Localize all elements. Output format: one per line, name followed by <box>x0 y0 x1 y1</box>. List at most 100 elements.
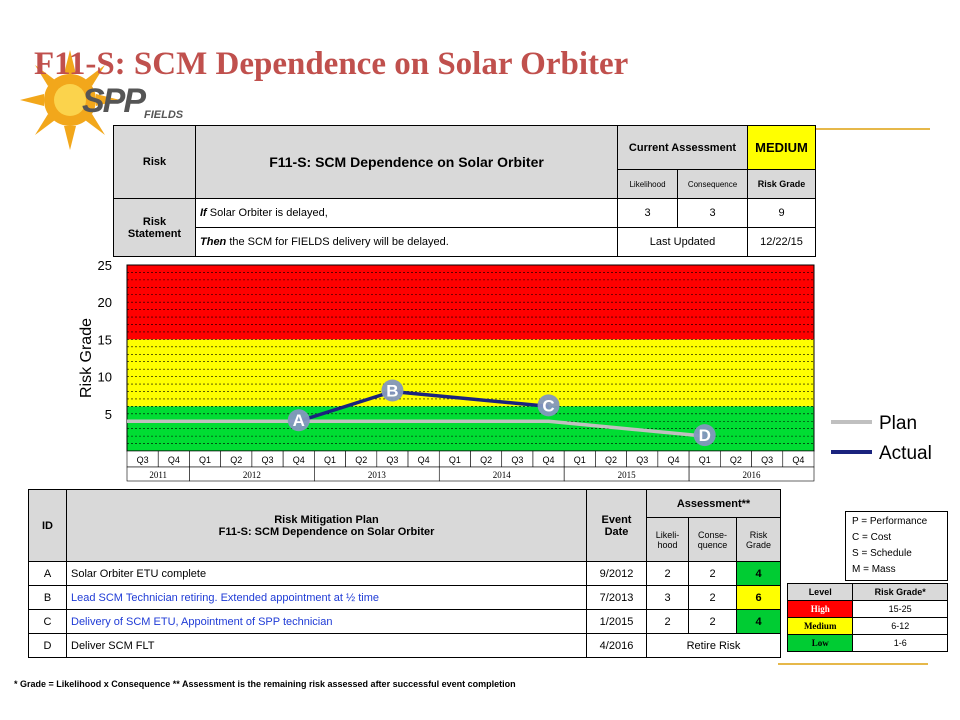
x-tick-label: Q3 <box>262 455 274 465</box>
marker-label: A <box>293 411 305 430</box>
x-tick-label: Q2 <box>230 455 242 465</box>
risk-band <box>127 339 814 407</box>
risk-statement-label: Risk Statement <box>113 198 196 257</box>
x-tick-label: Q4 <box>667 455 679 465</box>
table-row: D Deliver SCM FLT 4/2016 Retire Risk <box>28 633 781 658</box>
row-date: 7/2013 <box>586 585 647 610</box>
row-grade: 6 <box>736 585 781 610</box>
x-tick-label: Q1 <box>199 455 211 465</box>
col-assessment: Assessment** <box>646 489 781 518</box>
legend-label: Plan <box>879 413 917 434</box>
x-tick-label: Q4 <box>168 455 180 465</box>
table-row: C Delivery of SCM ETU, Appointment of SP… <box>28 609 781 634</box>
table-row: A Solar Orbiter ETU complete 9/2012 2 2 … <box>28 561 781 586</box>
row-id: A <box>28 561 67 586</box>
marker-a <box>287 409 310 432</box>
x-tick-label: Q3 <box>636 455 648 465</box>
y-tick-label: 10 <box>98 370 112 385</box>
row-id: B <box>28 585 67 610</box>
range-low: 1-6 <box>852 634 948 652</box>
if-keyword: If <box>200 207 207 219</box>
year-label: 2012 <box>243 470 261 480</box>
year-label: 2016 <box>743 470 762 480</box>
x-tick-label: Q1 <box>324 455 336 465</box>
footer-divider-line <box>778 663 928 665</box>
risk-grade-value: 9 <box>747 198 816 228</box>
marker-b <box>381 379 404 402</box>
x-tick-label: Q1 <box>699 455 711 465</box>
risk-band <box>127 265 814 340</box>
x-tick-label: Q2 <box>355 455 367 465</box>
range-medium: 6-12 <box>852 617 948 635</box>
if-statement: If Solar Orbiter is delayed, <box>195 198 618 228</box>
x-tick-label: Q4 <box>792 455 804 465</box>
then-statement: Then the SCM for FIELDS delivery will be… <box>195 227 618 257</box>
row-id: C <box>28 609 67 634</box>
col-level: Level <box>786 583 854 601</box>
key-line: M = Mass <box>852 564 896 575</box>
marker-label: C <box>542 396 554 415</box>
logo-subtext: FIELDS <box>144 109 184 121</box>
row-plan: Lead SCM Technician retiring. Extended a… <box>66 585 587 610</box>
row-date: 4/2016 <box>586 633 647 658</box>
table-row: B Lead SCM Technician retiring. Extended… <box>28 585 781 610</box>
row-likelihood: 2 <box>646 561 689 586</box>
y-tick-label: 25 <box>98 258 112 273</box>
sun-logo-icon <box>20 40 130 150</box>
row-likelihood: 3 <box>646 585 689 610</box>
year-cell <box>688 466 815 482</box>
likelihood-value: 3 <box>617 198 678 228</box>
year-label: 2013 <box>368 470 387 480</box>
row-plan: Delivery of SCM ETU, Appointment of SPP … <box>66 609 587 634</box>
col-plan-line1: Risk Mitigation Plan <box>274 513 379 526</box>
row-likelihood: 2 <box>646 609 689 634</box>
col-plan: Risk Mitigation Plan F11-S: SCM Dependen… <box>66 489 587 562</box>
marker-d <box>693 424 716 447</box>
key-line: S = Schedule <box>852 548 912 559</box>
col-risk-grade: Risk Grade <box>747 169 816 199</box>
last-updated-label: Last Updated <box>617 227 748 257</box>
risk-label: Risk <box>113 125 196 199</box>
key-line: P = Performance <box>852 516 928 527</box>
y-axis-label: Risk Grade <box>78 318 95 398</box>
y-tick-label: 5 <box>105 407 112 422</box>
row-consequence: 2 <box>688 609 737 634</box>
page-title: F11-S: SCM Dependence on Solar Orbiter <box>34 46 629 82</box>
x-tick-label: Q4 <box>418 455 430 465</box>
col-likelihood-sub: Likeli-hood <box>646 517 689 562</box>
x-tick-label: Q4 <box>543 455 555 465</box>
col-id: ID <box>28 489 67 562</box>
marker-label: D <box>699 426 711 445</box>
x-tick-label: Q4 <box>293 455 305 465</box>
current-assessment-value: MEDIUM <box>747 125 816 170</box>
x-tick-label: Q2 <box>730 455 742 465</box>
y-tick-label: 15 <box>98 332 112 347</box>
series-line-plan <box>127 419 705 438</box>
col-likelihood: Likelihood <box>617 169 678 199</box>
spp-logo: SPP FIELDS <box>82 82 222 122</box>
legend-label: Actual <box>879 443 932 464</box>
current-assessment-label: Current Assessment <box>617 125 748 170</box>
row-grade: 4 <box>736 609 781 634</box>
col-consequence-sub: Conse-quence <box>688 517 737 562</box>
logo-text: SPP <box>82 82 146 120</box>
y-tick-label: 20 <box>98 295 112 310</box>
row-date: 1/2015 <box>586 609 647 634</box>
risk-grade-chart: 5 10 15 20 25 Risk Grade Q3 Q4 Q1 Q2 Q3 Q4 Q1 Q2 Q3 Q4 Q… <box>78 258 932 482</box>
last-updated-value: 12/22/15 <box>747 227 816 257</box>
if-text: Solar Orbiter is delayed, <box>206 207 328 219</box>
row-date: 9/2012 <box>586 561 647 586</box>
row-plan: Deliver SCM FLT <box>66 633 587 658</box>
row-plan: Solar Orbiter ETU complete <box>66 561 587 586</box>
consequence-value: 3 <box>677 198 748 228</box>
x-tick-label: Q3 <box>761 455 773 465</box>
x-tick-label: Q2 <box>480 455 492 465</box>
risk-summary-table: Risk F11-S: SCM Dependence on Solar Orbi… <box>113 125 816 257</box>
row-grade: 4 <box>736 561 781 586</box>
range-high: 15-25 <box>852 600 948 618</box>
x-tick-label: Q1 <box>574 455 586 465</box>
marker-c <box>537 394 560 417</box>
x-tick-label: Q3 <box>137 455 149 465</box>
level-medium: Medium <box>786 617 854 635</box>
x-tick-label: Q1 <box>449 455 461 465</box>
